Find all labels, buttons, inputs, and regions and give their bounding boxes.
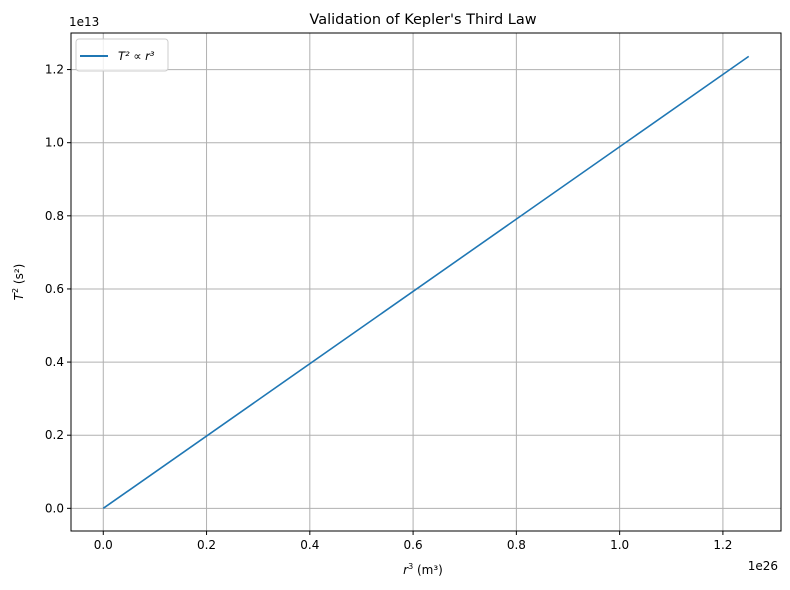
x-axis-label-var: r <box>403 563 409 577</box>
y-tick-label: 1.0 <box>45 136 64 150</box>
y-axis-ticks: 0.0 0.2 0.4 0.6 0.8 1.0 1.2 <box>45 63 71 515</box>
y-tick-label: 0.6 <box>45 282 64 296</box>
y-axis-label-var: T <box>12 291 26 300</box>
x-offset-label: 1e26 <box>748 559 778 573</box>
legend: T² ∝ r³ <box>75 38 169 72</box>
series-line <box>102 55 750 509</box>
legend-box <box>75 38 169 72</box>
y-tick-label: 0.2 <box>45 428 64 442</box>
x-axis-label: r3 (m³) <box>403 562 443 577</box>
x-tick-label: 0.6 <box>404 538 423 552</box>
x-axis-label-unit: (m³) <box>413 563 443 577</box>
y-tick-label: 0.0 <box>45 501 64 515</box>
x-axis-ticks: 0.0 0.2 0.4 0.6 0.8 1.0 1.2 <box>94 531 732 552</box>
legend-label: T² ∝ r³ <box>118 49 155 63</box>
y-tick-label: 0.4 <box>45 355 64 369</box>
y-axis-label: T2 (s²) <box>11 264 26 301</box>
x-tick-label: 1.0 <box>610 538 629 552</box>
x-tick-label: 0.0 <box>94 538 113 552</box>
x-tick-label: 0.8 <box>507 538 526 552</box>
chart-title: Validation of Kepler's Third Law <box>309 12 536 28</box>
y-tick-label: 0.8 <box>45 209 64 223</box>
grid <box>71 33 781 531</box>
x-tick-label: 0.4 <box>300 538 319 552</box>
plot-area-frame <box>70 32 782 532</box>
x-axis-label-exp: 3 <box>408 562 413 571</box>
series-layer <box>102 55 750 509</box>
x-tick-label: 1.2 <box>713 538 732 552</box>
y-tick-label: 1.2 <box>45 63 64 77</box>
y-offset-label: 1e13 <box>69 15 99 29</box>
y-axis-label-unit: (s²) <box>12 264 26 288</box>
x-tick-label: 0.2 <box>197 538 216 552</box>
y-axis-label-exp: 2 <box>11 288 20 293</box>
